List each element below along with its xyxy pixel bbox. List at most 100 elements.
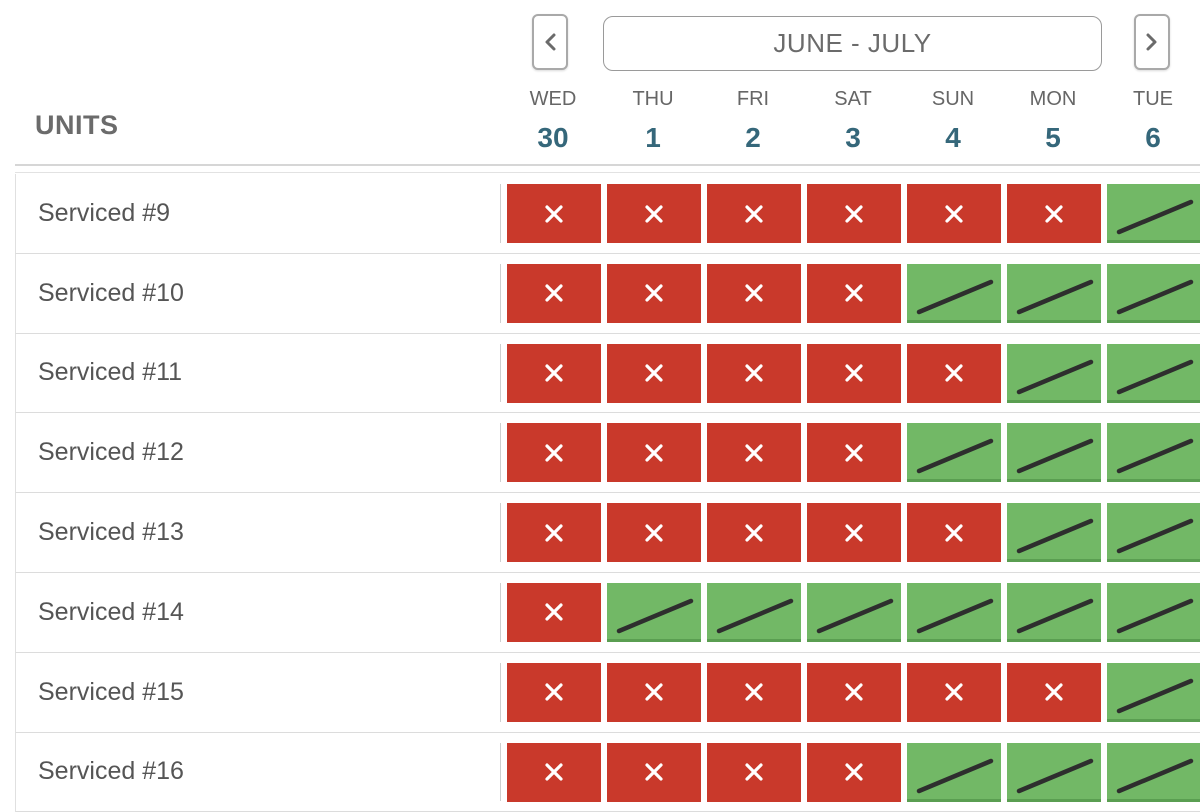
unit-name: Serviced #15 [38, 677, 184, 706]
booked-cell[interactable] [807, 184, 901, 243]
booked-cell[interactable] [507, 582, 601, 642]
x-mark-icon [545, 683, 563, 701]
available-cell[interactable] [1007, 263, 1101, 323]
day-name: FRI [736, 88, 770, 110]
x-mark-icon [545, 524, 563, 542]
booked-cell[interactable] [507, 343, 601, 403]
booked-cell[interactable] [1007, 184, 1101, 243]
chevron-left-icon [545, 33, 556, 51]
booked-cell[interactable] [507, 184, 601, 243]
prev-month-button[interactable] [532, 14, 568, 70]
row-separator [500, 423, 501, 483]
row-separator [500, 582, 501, 642]
day-number: 2 [745, 122, 761, 153]
booked-cell[interactable] [907, 662, 1001, 722]
unit-name: Serviced #14 [38, 597, 184, 626]
chevron-right-icon [1146, 33, 1157, 51]
booked-cell[interactable] [607, 662, 701, 722]
booked-cell[interactable] [507, 662, 601, 722]
available-cell[interactable] [907, 742, 1001, 802]
booked-cell[interactable] [907, 503, 1001, 563]
x-mark-icon [645, 524, 663, 542]
booked-cell[interactable] [807, 662, 901, 722]
x-mark-icon [545, 444, 563, 462]
available-slash-icon [916, 279, 994, 315]
available-cell[interactable] [1107, 263, 1200, 323]
header-divider [15, 164, 1200, 166]
available-cell[interactable] [907, 263, 1001, 323]
booked-cell[interactable] [807, 742, 901, 802]
booked-cell[interactable] [707, 343, 801, 403]
x-mark-icon [845, 763, 863, 781]
available-slash-icon [816, 598, 894, 634]
x-mark-icon [845, 444, 863, 462]
available-cell[interactable] [707, 582, 801, 642]
available-cell[interactable] [1007, 582, 1101, 642]
unit-name: Serviced #10 [38, 278, 184, 307]
available-cell[interactable] [1107, 742, 1200, 802]
available-cell[interactable] [1007, 343, 1101, 403]
x-mark-icon [745, 444, 763, 462]
booked-cell[interactable] [1007, 662, 1101, 722]
booked-cell[interactable] [607, 184, 701, 243]
unit-row: Serviced #13 [15, 493, 1200, 573]
available-cell[interactable] [1007, 423, 1101, 483]
unit-row: Serviced #10 [15, 253, 1200, 334]
day-name: SAT [834, 88, 872, 110]
booked-cell[interactable] [707, 423, 801, 483]
booked-cell[interactable] [607, 343, 701, 403]
booked-cell[interactable] [707, 742, 801, 802]
x-mark-icon [645, 364, 663, 382]
booked-cell[interactable] [607, 263, 701, 323]
unit-row: Serviced #15 [15, 652, 1200, 733]
available-cell[interactable] [1007, 503, 1101, 563]
booked-cell[interactable] [807, 503, 901, 563]
booked-cell[interactable] [707, 263, 801, 323]
available-cell[interactable] [1107, 184, 1200, 243]
next-month-button[interactable] [1134, 14, 1170, 70]
available-cell[interactable] [1107, 662, 1200, 722]
available-slash-icon [616, 598, 694, 634]
x-mark-icon [645, 683, 663, 701]
booked-cell[interactable] [607, 742, 701, 802]
unit-row: Serviced #14 [15, 572, 1200, 653]
booked-cell[interactable] [507, 423, 601, 483]
day-header: SAT 3 [806, 86, 900, 154]
available-cell[interactable] [907, 423, 1001, 483]
booked-cell[interactable] [507, 742, 601, 802]
available-cell[interactable] [1107, 582, 1200, 642]
booked-cell[interactable] [907, 343, 1001, 403]
booked-cell[interactable] [907, 184, 1001, 243]
available-cell[interactable] [907, 582, 1001, 642]
available-cell[interactable] [1107, 503, 1200, 563]
row-separator [500, 184, 501, 243]
x-mark-icon [1045, 204, 1063, 223]
available-cell[interactable] [807, 582, 901, 642]
booked-cell[interactable] [807, 343, 901, 403]
x-mark-icon [945, 683, 963, 701]
booked-cell[interactable] [707, 503, 801, 563]
available-cell[interactable] [1107, 343, 1200, 403]
x-mark-icon [945, 524, 963, 542]
booked-cell[interactable] [507, 503, 601, 563]
available-slash-icon [1116, 678, 1194, 714]
available-cell[interactable] [607, 582, 701, 642]
day-name: WED [529, 88, 577, 110]
day-number: 3 [845, 122, 861, 153]
day-number: 5 [1045, 122, 1061, 153]
available-cell[interactable] [1107, 423, 1200, 483]
booked-cell[interactable] [607, 503, 701, 563]
booked-cell[interactable] [707, 184, 801, 243]
booked-cell[interactable] [607, 423, 701, 483]
booked-cell[interactable] [707, 662, 801, 722]
booked-cell[interactable] [507, 263, 601, 323]
available-slash-icon [1016, 598, 1094, 634]
units-grid: Serviced #9 Serviced #10 Serviced #11 Servi… [15, 174, 1200, 812]
available-slash-icon [916, 758, 994, 793]
row-separator [500, 742, 501, 802]
available-cell[interactable] [1007, 742, 1101, 802]
booked-cell[interactable] [807, 423, 901, 483]
unit-name: Serviced #12 [38, 438, 184, 467]
available-slash-icon [916, 598, 994, 634]
booked-cell[interactable] [807, 263, 901, 323]
